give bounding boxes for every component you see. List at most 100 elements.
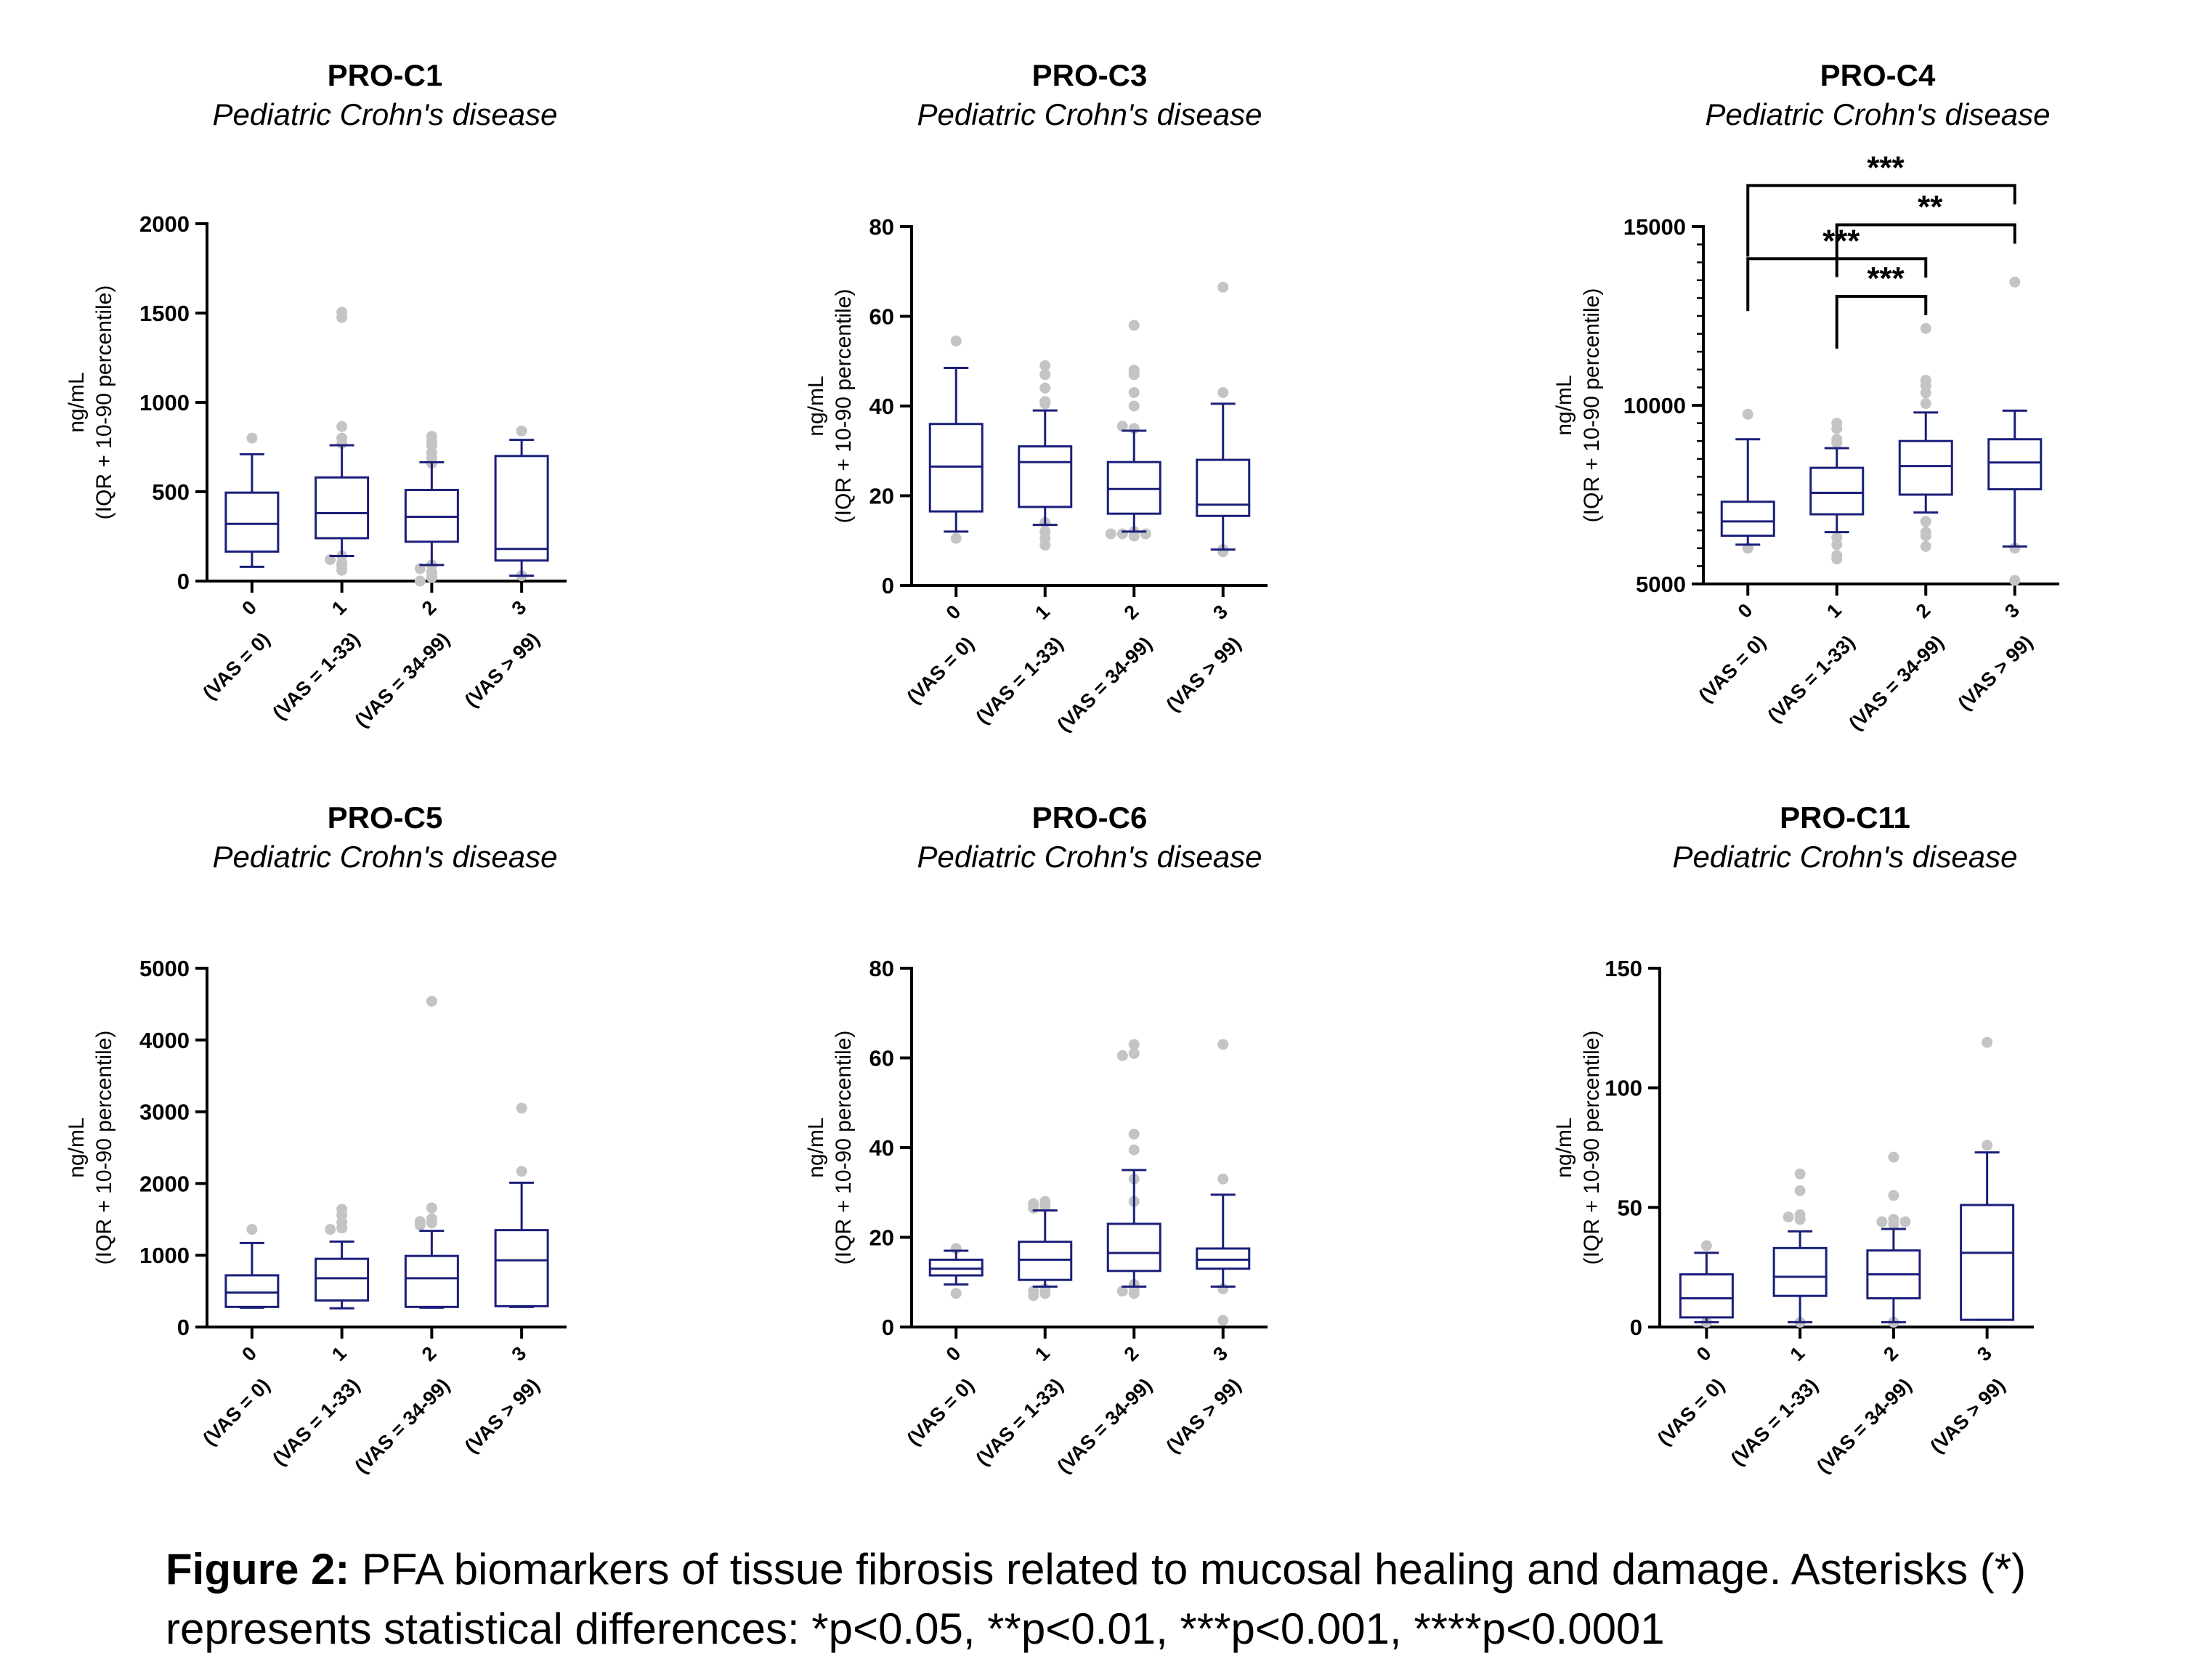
x-tick-label: 2 (VAS = 34-99) xyxy=(1053,601,1156,736)
x-tick-label-category: 2 xyxy=(418,1342,441,1365)
outlier-point xyxy=(1920,516,1931,527)
x-tick-label: 0 (VAS = 0) xyxy=(903,601,978,708)
x-tick-label-category: 3 xyxy=(2000,599,2024,622)
x-tick-label-category: 2 xyxy=(418,596,441,620)
box-plot-group xyxy=(315,1204,370,1310)
x-tick-label-sublabel: (VAS = 34-99) xyxy=(1053,1374,1156,1477)
outlier-point xyxy=(1982,1036,1993,1048)
caption-text: PFA biomarkers of tissue fibrosis relate… xyxy=(166,1545,2027,1653)
x-tick-label-category: 2 xyxy=(1912,599,1935,622)
outlier-point xyxy=(1217,386,1229,398)
y-axis-label-line: (IQR + 10-90 percentile) xyxy=(92,285,116,520)
y-tick-label: 1000 xyxy=(139,1243,190,1268)
x-tick-label-sublabel: (VAS = 34-99) xyxy=(351,1374,454,1477)
x-tick-label-category: 1 xyxy=(328,596,351,620)
x-tick-label-category: 0 xyxy=(942,1342,965,1365)
outlier-point xyxy=(426,1217,437,1229)
x-tick-label: 3 (VAS > 99) xyxy=(1162,1342,1246,1458)
y-tick-label: 80 xyxy=(869,956,894,981)
y-tick-label: 60 xyxy=(869,1046,894,1071)
outlier-point xyxy=(336,1222,348,1234)
x-tick-label: 0 (VAS = 0) xyxy=(198,1342,274,1450)
x-tick-label-category: 1 xyxy=(1031,601,1054,624)
iqr-box xyxy=(1196,458,1251,517)
outlier-point xyxy=(1888,1151,1899,1163)
box-plot-group xyxy=(1679,1240,1734,1328)
x-tick-label-category: 1 xyxy=(1031,1342,1054,1365)
outlier-point xyxy=(1217,1173,1229,1185)
y-axis-label: ng/mL (IQR + 10-90 percentile) xyxy=(65,285,116,520)
outlier-point xyxy=(1831,437,1843,449)
outlier-point xyxy=(1128,1128,1140,1140)
iqr-box xyxy=(1809,466,1865,516)
x-tick-label: 1 (VAS = 1-33) xyxy=(1727,1342,1822,1470)
outlier-point xyxy=(1128,400,1140,412)
outlier-point xyxy=(950,335,962,346)
outlier-point xyxy=(1128,369,1140,381)
iqr-box xyxy=(1987,438,2043,491)
outlier-point xyxy=(336,564,348,576)
box-plot-group xyxy=(928,1243,984,1299)
iqr-box xyxy=(1720,500,1775,537)
outlier-point xyxy=(516,425,527,437)
x-tick-label-category: 0 xyxy=(942,601,965,624)
y-tick-label: 15000 xyxy=(1623,214,1686,240)
outlier-point xyxy=(426,1202,437,1214)
chart-subtitle: Pediatric Crohn's disease xyxy=(1706,97,2051,131)
y-axis-label-line: ng/mL xyxy=(1552,1117,1576,1177)
x-tick-label-sublabel: (VAS = 34-99) xyxy=(1812,1374,1915,1477)
outlier-point xyxy=(246,432,258,444)
iqr-box xyxy=(1898,439,1953,496)
x-tick-label-category: 0 xyxy=(238,596,261,620)
x-tick-label: 0 (VAS = 0) xyxy=(1653,1342,1729,1450)
x-tick-label: 2 (VAS = 34-99) xyxy=(1845,599,1948,734)
chart-title: PRO-C4 xyxy=(1820,58,1936,92)
outlier-point xyxy=(1217,281,1229,293)
x-tick-label-sublabel: (VAS = 1-33) xyxy=(972,1374,1068,1470)
outlier-point xyxy=(1028,1290,1039,1302)
outlier-point xyxy=(1028,1202,1039,1214)
outlier-point xyxy=(950,532,962,544)
y-tick-label: 60 xyxy=(869,304,894,330)
x-tick-label-sublabel: (VAS > 99) xyxy=(1162,1374,1246,1458)
x-tick-label: 1 (VAS = 1-33) xyxy=(1764,599,1860,727)
y-tick-label: 1000 xyxy=(139,390,190,415)
x-tick-label-sublabel: (VAS = 1-33) xyxy=(1727,1374,1822,1470)
y-axis-label-line: (IQR + 10-90 percentile) xyxy=(92,1031,116,1265)
x-tick-label: 3 (VAS > 99) xyxy=(1162,601,1246,716)
box-plot-group xyxy=(1987,276,2043,586)
x-tick-label-category: 2 xyxy=(1120,601,1143,624)
y-tick-label: 3000 xyxy=(139,1100,190,1125)
x-tick-label-sublabel: (VAS = 0) xyxy=(903,633,978,708)
chart-panel: PRO-C11 Pediatric Crohn's disease ng/mL (IQ… xyxy=(1552,800,2034,1477)
outlier-point xyxy=(426,995,437,1007)
iqr-box xyxy=(315,476,370,540)
y-tick-label: 0 xyxy=(1630,1315,1642,1340)
outlier-point xyxy=(1217,1039,1229,1050)
iqr-box xyxy=(1106,1222,1161,1273)
y-axis-label-line: (IQR + 10-90 percentile) xyxy=(1580,288,1604,523)
x-tick-label-sublabel: (VAS = 1-33) xyxy=(1764,631,1860,727)
box-plot-group xyxy=(1018,1196,1073,1302)
outlier-point xyxy=(1783,1212,1794,1223)
x-tick-label-category: 3 xyxy=(508,1342,531,1365)
x-tick-label-sublabel: (VAS = 34-99) xyxy=(351,628,454,731)
x-tick-label-sublabel: (VAS = 1-33) xyxy=(269,628,365,724)
significance-bracket: *** xyxy=(1746,150,2016,257)
outlier-point xyxy=(1831,539,1843,551)
bracket-line xyxy=(1835,223,2016,277)
y-tick-label: 1500 xyxy=(139,301,190,326)
x-tick-label-sublabel: (VAS = 34-99) xyxy=(1053,633,1156,736)
chart-title: PRO-C1 xyxy=(328,58,443,92)
y-tick-label: 20 xyxy=(869,484,894,509)
box-plot-group xyxy=(404,431,459,587)
box-plot-group xyxy=(1772,1168,1828,1328)
outlier-point xyxy=(1920,540,1931,552)
iqr-box xyxy=(928,1258,984,1277)
significance-bracket: *** xyxy=(1835,261,1928,349)
box-plot-group xyxy=(1105,320,1161,542)
x-tick-label: 3 (VAS > 99) xyxy=(461,596,544,712)
outlier-point xyxy=(325,1224,336,1235)
iqr-box xyxy=(224,1274,280,1308)
x-tick-label-sublabel: (VAS > 99) xyxy=(461,628,544,712)
